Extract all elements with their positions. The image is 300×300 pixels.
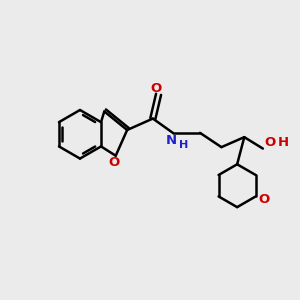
Text: H: H	[278, 136, 289, 149]
Text: O: O	[264, 136, 276, 149]
Text: O: O	[109, 155, 120, 169]
Text: H: H	[179, 140, 188, 150]
Text: N: N	[166, 134, 177, 147]
Text: O: O	[150, 82, 161, 95]
Text: O: O	[258, 194, 269, 206]
